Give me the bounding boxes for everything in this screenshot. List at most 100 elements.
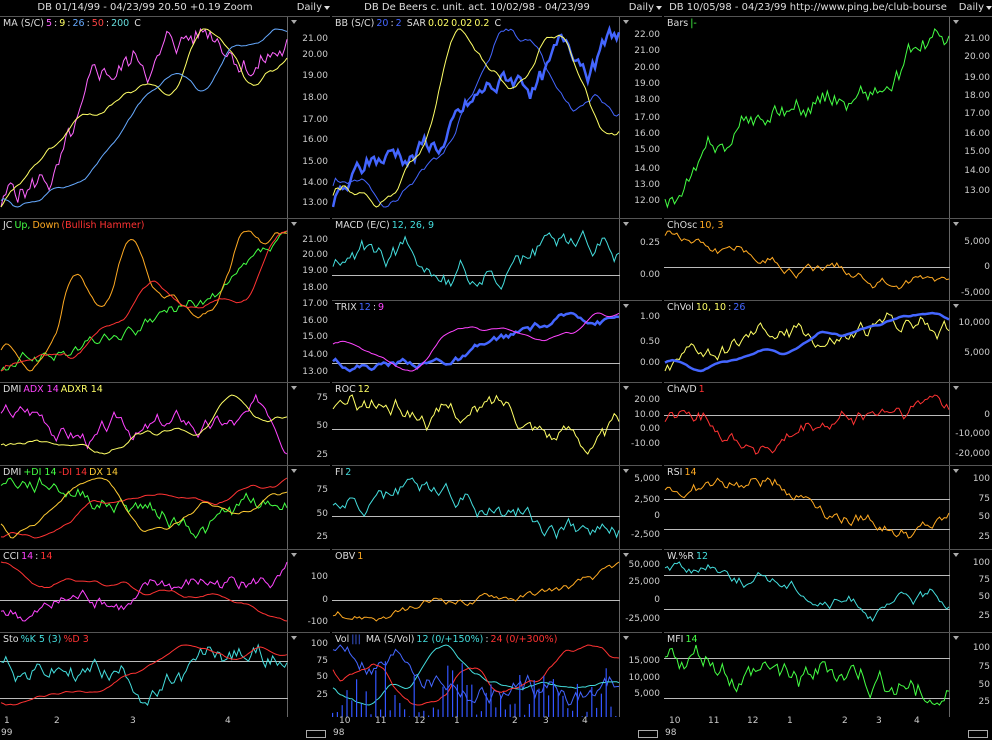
indicator-panel-dmi1[interactable]: DMI ADX 14 ADXR 14 75 50 25 — [0, 382, 330, 466]
indicator-panel-cci[interactable]: CCI 14:14 100 0 -100 — [0, 549, 330, 633]
chevron-down-icon[interactable] — [324, 6, 330, 10]
scale-menu-chevron-down-icon[interactable] — [291, 636, 297, 640]
indicator-panel-bars[interactable]: Bars |- 21.00 20.00 19.00 18.00 17.00 16.00 15.0… — [664, 16, 992, 219]
y-tick-label: 20.00 — [302, 50, 328, 61]
indicator-panel-obv[interactable]: OBV 1 50,000 25,000 0 -25,000 — [332, 549, 662, 633]
scroll-control[interactable] — [306, 730, 326, 738]
indicator-line — [664, 477, 950, 539]
indicator-title[interactable]: Vol ||| MA (S/Vol) 12 (0/+150%):24 (0/+300… — [335, 634, 559, 645]
indicator-title[interactable]: BB (S/C) 20:2 SAR 0.02 0.02 0.2 C — [335, 18, 503, 29]
scroll-control[interactable] — [638, 730, 658, 738]
indicator-panel-bb[interactable]: BB (S/C) 20:2 SAR 0.02 0.02 0.2 C 22.00 21.00 2… — [332, 16, 662, 219]
scale-menu-chevron-down-icon[interactable] — [623, 20, 629, 24]
indicator-title-segment: %K 5 (3) — [20, 634, 62, 645]
scale-menu-chevron-down-icon[interactable] — [623, 553, 629, 557]
scale-menu-chevron-down-icon[interactable] — [953, 553, 959, 557]
indicator-title[interactable]: FI 2 — [335, 467, 353, 478]
indicator-title[interactable]: MA (S/C) 5:9:26:50:200 C — [3, 18, 143, 29]
scale-menu-chevron-down-icon[interactable] — [623, 636, 629, 640]
indicator-title-segment: 26 — [733, 302, 746, 313]
indicator-panel-roc[interactable]: ROC 12 20.00 10.00 0.00 -10.00 — [332, 382, 662, 466]
y-tick-label: 2,500 — [634, 494, 660, 505]
y-tick-label: 50,000 — [628, 559, 661, 570]
indicator-title[interactable]: ChOsc 10, 3 — [667, 220, 726, 231]
indicator-panel-wr[interactable]: W.%R 12 100 75 50 25 — [664, 549, 992, 633]
scale-menu-chevron-down-icon[interactable] — [291, 386, 297, 390]
indicator-title-segment: 14 — [684, 467, 697, 478]
y-tick-label: 5,000 — [634, 474, 660, 485]
period-selector[interactable]: Daily — [958, 2, 984, 13]
indicator-title-segment: : — [105, 18, 110, 29]
scale-menu-chevron-down-icon[interactable] — [291, 20, 297, 24]
scale-menu-chevron-down-icon[interactable] — [953, 222, 959, 226]
indicator-panel-sto[interactable]: Sto %K 5 (3) %D 3 100 75 50 25 — [0, 632, 330, 717]
scale-menu-chevron-down-icon[interactable] — [953, 636, 959, 640]
indicator-panel-ma[interactable]: MA (S/C) 5:9:26:50:200 C 21.00 20.00 19.00 18… — [0, 16, 330, 219]
scale-menu-chevron-down-icon[interactable] — [291, 222, 297, 226]
indicator-panel-dmi2[interactable]: DMI +DI 14 -DI 14 DX 14 75 50 25 — [0, 465, 330, 550]
scale-menu-chevron-down-icon[interactable] — [623, 222, 629, 226]
plot-area — [332, 219, 620, 301]
volume-bar — [418, 712, 420, 717]
indicator-panel-vol[interactable]: Vol ||| MA (S/Vol) 12 (0/+150%):24 (0/+300… — [332, 632, 662, 717]
indicator-title[interactable]: Bars |- — [667, 18, 699, 29]
plot-area — [332, 466, 620, 550]
scale-menu-chevron-down-icon[interactable] — [291, 469, 297, 473]
indicator-panel-jc[interactable]: JC Up, Down (Bullish Hammer) 21.00 20.00 19.00… — [0, 218, 330, 383]
indicator-title-segment: 26 — [72, 18, 85, 29]
indicator-panel-macd[interactable]: MACD (E/C) 12, 26, 9 0.25 0.00 — [332, 218, 662, 301]
scale-menu-chevron-down-icon[interactable] — [623, 386, 629, 390]
indicator-panel-fi[interactable]: FI 2 5,000 2,500 0 -2,500 — [332, 465, 662, 550]
indicator-title[interactable]: ROC 12 — [335, 384, 372, 395]
indicator-title[interactable]: CCI 14:14 — [3, 551, 54, 562]
y-tick-label: 50 — [316, 421, 328, 432]
chevron-down-icon[interactable] — [986, 6, 992, 10]
y-tick-label: 18.00 — [964, 90, 990, 101]
y-tick-label: 5,000 — [964, 347, 990, 358]
scale-menu-chevron-down-icon[interactable] — [291, 553, 297, 557]
indicator-title[interactable]: ChVol 10, 10:26 — [667, 302, 747, 313]
y-tick-label: 13.00 — [634, 179, 660, 190]
indicator-title[interactable]: DMI +DI 14 -DI 14 DX 14 — [3, 467, 120, 478]
volume-bar — [341, 705, 343, 717]
indicator-title[interactable]: W.%R 12 — [667, 551, 710, 562]
y-tick-label: 0 — [984, 261, 990, 272]
y-tick-label: 0.50 — [639, 337, 660, 347]
scroll-control[interactable] — [968, 730, 988, 738]
y-tick-label: 16.00 — [964, 129, 990, 140]
indicator-title[interactable]: RSI 14 — [667, 467, 699, 478]
y-tick-label: 5,000 — [634, 689, 660, 700]
scale-menu-chevron-down-icon[interactable] — [953, 20, 959, 24]
indicator-title[interactable]: DMI ADX 14 ADXR 14 — [3, 384, 105, 395]
column-title: DB 10/05/98 - 04/23/99 http://www.ping.b… — [669, 2, 947, 13]
indicator-title[interactable]: ChA/D 1 — [667, 384, 707, 395]
indicator-panel-chad[interactable]: ChA/D 1 0 -10,000 -20,000 — [664, 382, 992, 466]
scale-menu-chevron-down-icon[interactable] — [953, 469, 959, 473]
chevron-down-icon[interactable] — [656, 6, 662, 10]
scale-menu-chevron-down-icon[interactable] — [953, 304, 959, 308]
indicator-title[interactable]: MACD (E/C) 12, 26, 9 — [335, 220, 436, 231]
indicator-panel-rsi[interactable]: RSI 14 100 75 50 25 — [664, 465, 992, 550]
scale-menu-chevron-down-icon[interactable] — [953, 386, 959, 390]
indicator-panel-chvol[interactable]: ChVol 10, 10:26 10,000 5,000 — [664, 300, 992, 383]
plot-area — [332, 633, 620, 717]
indicator-title-segment: SAR — [403, 18, 427, 29]
indicator-panel-mfi[interactable]: MFI 14 100 75 50 25 — [664, 632, 992, 717]
volume-bar — [480, 711, 482, 717]
indicator-panel-chosc[interactable]: ChOsc 10, 3 5,000 0 -5,000 — [664, 218, 992, 301]
indicator-title[interactable]: TRIX 12:9 — [335, 302, 386, 313]
y-tick-label: 0.00 — [639, 357, 660, 368]
period-selector[interactable]: Daily — [628, 2, 654, 13]
indicator-panel-trix[interactable]: TRIX 12:9 1.00 0.50 0.00 — [332, 300, 662, 383]
indicator-line — [664, 561, 950, 623]
indicator-title[interactable]: Sto %K 5 (3) %D 3 — [3, 634, 91, 645]
indicator-title[interactable]: OBV 1 — [335, 551, 365, 562]
scale-menu-chevron-down-icon[interactable] — [623, 304, 629, 308]
scale-menu-chevron-down-icon[interactable] — [623, 469, 629, 473]
indicator-title[interactable]: MFI 14 — [667, 634, 700, 645]
indicator-title[interactable]: JC Up, Down (Bullish Hammer) — [3, 220, 146, 231]
indicator-plot-svg — [0, 393, 288, 455]
indicator-line — [332, 644, 620, 706]
period-selector[interactable]: Daily — [296, 2, 322, 13]
indicator-line — [332, 24, 620, 208]
